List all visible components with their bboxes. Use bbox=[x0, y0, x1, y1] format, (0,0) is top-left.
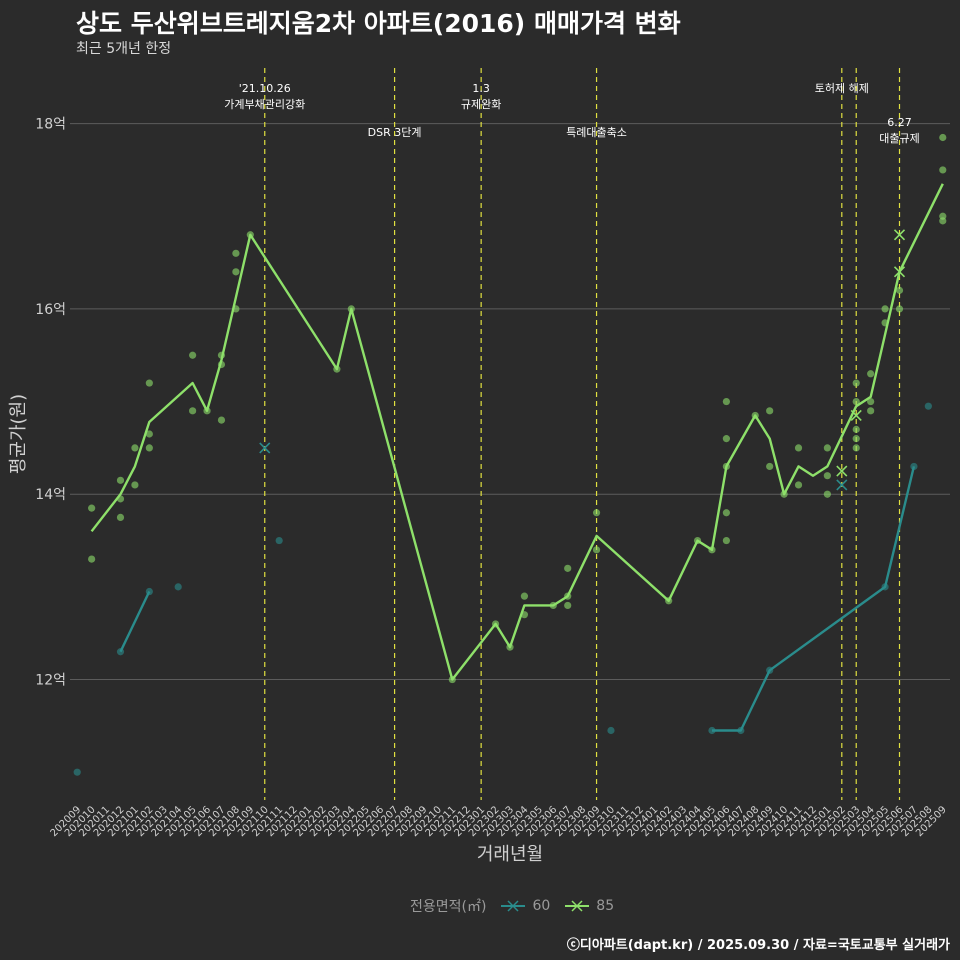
line-85 bbox=[90, 183, 944, 681]
point-85 bbox=[189, 351, 197, 359]
point-85 bbox=[939, 217, 947, 225]
point-85 bbox=[722, 536, 730, 545]
event-label: 대출규제 bbox=[879, 132, 919, 145]
point-85 bbox=[131, 444, 139, 452]
legend-swatch-85 bbox=[565, 900, 590, 912]
event-label: DSR 3단계 bbox=[368, 126, 422, 139]
x-mark-85 bbox=[836, 465, 848, 477]
event-label: 토허제 해제 bbox=[815, 81, 869, 95]
point-85 bbox=[592, 509, 601, 517]
point-60 bbox=[924, 402, 932, 410]
legend-label-60: 60 bbox=[532, 898, 551, 914]
event-label: 6.27 bbox=[887, 116, 912, 129]
x-mark-stroke bbox=[850, 409, 862, 422]
point-85 bbox=[852, 379, 860, 387]
point-85 bbox=[116, 513, 125, 521]
point-85 bbox=[852, 444, 860, 452]
point-85 bbox=[881, 305, 889, 313]
point-85 bbox=[939, 166, 947, 174]
legend-item-60: 60 bbox=[500, 898, 550, 914]
point-85 bbox=[232, 268, 240, 276]
point-85 bbox=[564, 601, 572, 610]
y-tick-label: 12억 bbox=[35, 673, 66, 689]
point-85 bbox=[823, 444, 831, 452]
point-85 bbox=[131, 481, 139, 489]
x-mark-85 bbox=[850, 409, 862, 422]
point-85 bbox=[232, 249, 240, 257]
line-60 bbox=[712, 466, 916, 732]
point-85 bbox=[145, 444, 153, 452]
x-mark-60 bbox=[836, 479, 848, 491]
point-85 bbox=[895, 286, 904, 294]
point-85 bbox=[794, 481, 803, 489]
point-85 bbox=[794, 444, 803, 452]
point-85 bbox=[823, 472, 831, 480]
chart-title: 상도 두산위브트레지움2차 아파트(2016) 매매가격 변화 bbox=[76, 9, 681, 38]
x-mark-stroke bbox=[836, 465, 848, 477]
x-mark-60 bbox=[259, 442, 271, 454]
point-85 bbox=[88, 504, 96, 512]
x-axis-title: 거래년월 bbox=[477, 844, 543, 865]
point-85 bbox=[766, 407, 774, 415]
x-mark-stroke bbox=[893, 229, 906, 241]
point-85 bbox=[852, 425, 860, 433]
point-85 bbox=[852, 397, 860, 406]
point-85 bbox=[722, 397, 730, 406]
event-label: 특례대출축소 bbox=[566, 126, 627, 139]
x-mark-85 bbox=[893, 266, 906, 278]
x-mark-stroke bbox=[259, 442, 271, 454]
point-85 bbox=[895, 305, 904, 313]
legend: 전용면적(㎡) 60 85 bbox=[410, 896, 614, 916]
point-85 bbox=[145, 379, 153, 387]
point-85 bbox=[564, 564, 572, 572]
legend-label-85: 85 bbox=[596, 898, 615, 914]
x-mark-85 bbox=[893, 229, 906, 241]
y-tick-label: 16억 bbox=[35, 302, 66, 318]
y-axis-title: 평균가(원) bbox=[8, 394, 29, 474]
point-85 bbox=[823, 490, 831, 498]
event-label: 규제완화 bbox=[461, 98, 501, 111]
point-85 bbox=[852, 435, 860, 443]
x-mark-stroke bbox=[893, 266, 906, 278]
event-label: 가계부채관리강화 bbox=[224, 98, 305, 111]
point-85 bbox=[88, 555, 96, 563]
point-60 bbox=[174, 583, 182, 591]
point-85 bbox=[722, 435, 730, 443]
event-label: 1.3 bbox=[472, 82, 490, 95]
point-60 bbox=[73, 768, 81, 776]
line-60 bbox=[119, 590, 151, 653]
legend-title: 전용면적(㎡) bbox=[410, 899, 487, 915]
event-label: '21.10.26 bbox=[239, 82, 291, 95]
legend-item-85: 85 bbox=[564, 898, 614, 914]
point-85 bbox=[867, 407, 875, 415]
point-85 bbox=[116, 476, 125, 484]
point-85 bbox=[217, 416, 226, 424]
point-85 bbox=[592, 546, 601, 554]
x-mark-stroke bbox=[836, 479, 848, 491]
point-85 bbox=[939, 133, 947, 142]
point-60 bbox=[607, 726, 615, 735]
chart-subtitle: 최근 5개년 한정 bbox=[76, 41, 172, 57]
legend-swatch-60 bbox=[501, 900, 526, 912]
point-85 bbox=[520, 592, 529, 600]
point-85 bbox=[145, 430, 153, 438]
point-85 bbox=[722, 509, 730, 517]
point-60 bbox=[275, 536, 283, 545]
point-60 bbox=[708, 726, 716, 735]
y-tick-label: 14억 bbox=[35, 487, 66, 503]
point-85 bbox=[867, 397, 875, 406]
point-85 bbox=[766, 462, 774, 471]
point-85 bbox=[867, 370, 875, 378]
point-85 bbox=[189, 407, 197, 415]
source-caption: ⓒ디아파트(dapt.kr) / 2025.09.30 / 자료=국토교통부 실… bbox=[566, 938, 950, 953]
y-tick-label: 18억 bbox=[35, 117, 66, 133]
